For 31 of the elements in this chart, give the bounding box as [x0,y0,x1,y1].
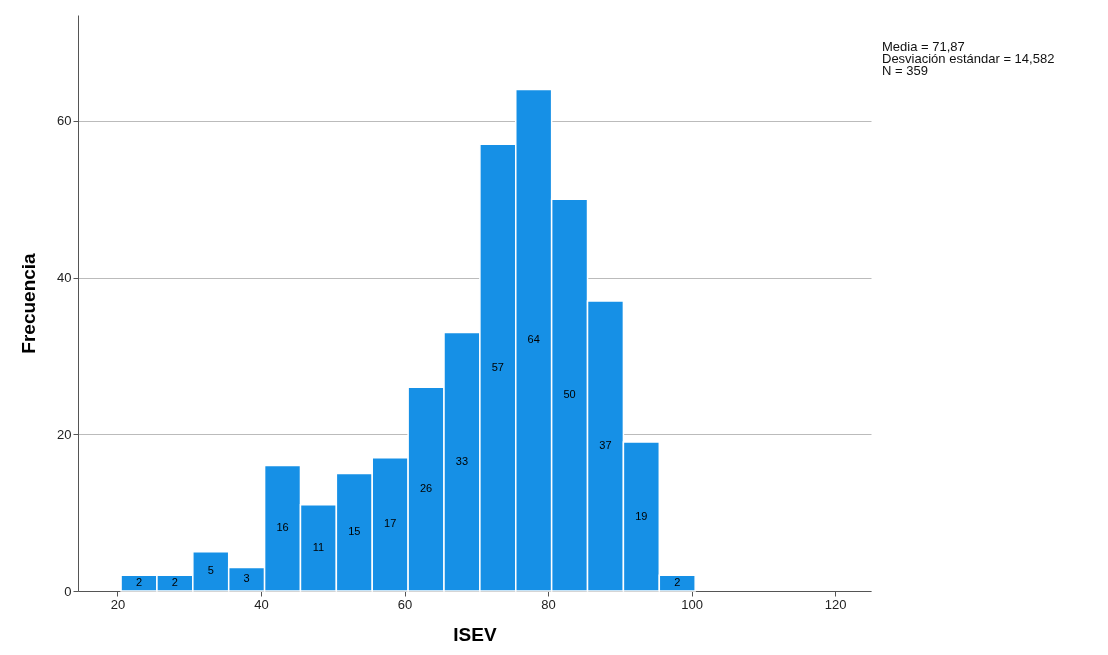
x-tick-label: 120 [824,596,847,612]
data-label: 64 [527,333,540,346]
x-tick-label: 20 [110,596,126,612]
data-label: 2 [171,576,178,589]
text: N = 359 [882,63,929,78]
data-label: 11 [312,540,325,553]
data-label: 16 [276,521,289,534]
data-label: 17 [384,517,397,530]
data-label: 37 [599,439,612,452]
x-tick-label: 40 [254,596,269,612]
y-tick-label: 60 [57,113,72,129]
y-tick-label: 40 [57,270,72,286]
x-tick-label: 100 [681,596,703,612]
data-label: 15 [348,525,361,538]
data-label: 2 [135,576,143,589]
data-label: 3 [243,572,250,585]
x-axis-title: ISEV [453,623,497,645]
x-tick-label: 80 [541,596,556,612]
data-label: 50 [563,388,576,401]
data-label: 26 [419,482,433,495]
y-axis-title: Frecuencia [18,252,40,354]
data-label: 57 [491,360,504,373]
data-label: 2 [674,576,681,589]
data-label: 33 [455,454,469,467]
text: Media = 71,87 [882,39,965,54]
data-label: 5 [207,564,214,577]
y-tick-label: 0 [64,583,72,599]
x-tick-label: 60 [397,596,413,612]
text: Desviación estándar = 14,582 [882,51,1055,66]
y-tick-label: 20 [57,426,72,442]
data-label: 19 [635,509,648,522]
